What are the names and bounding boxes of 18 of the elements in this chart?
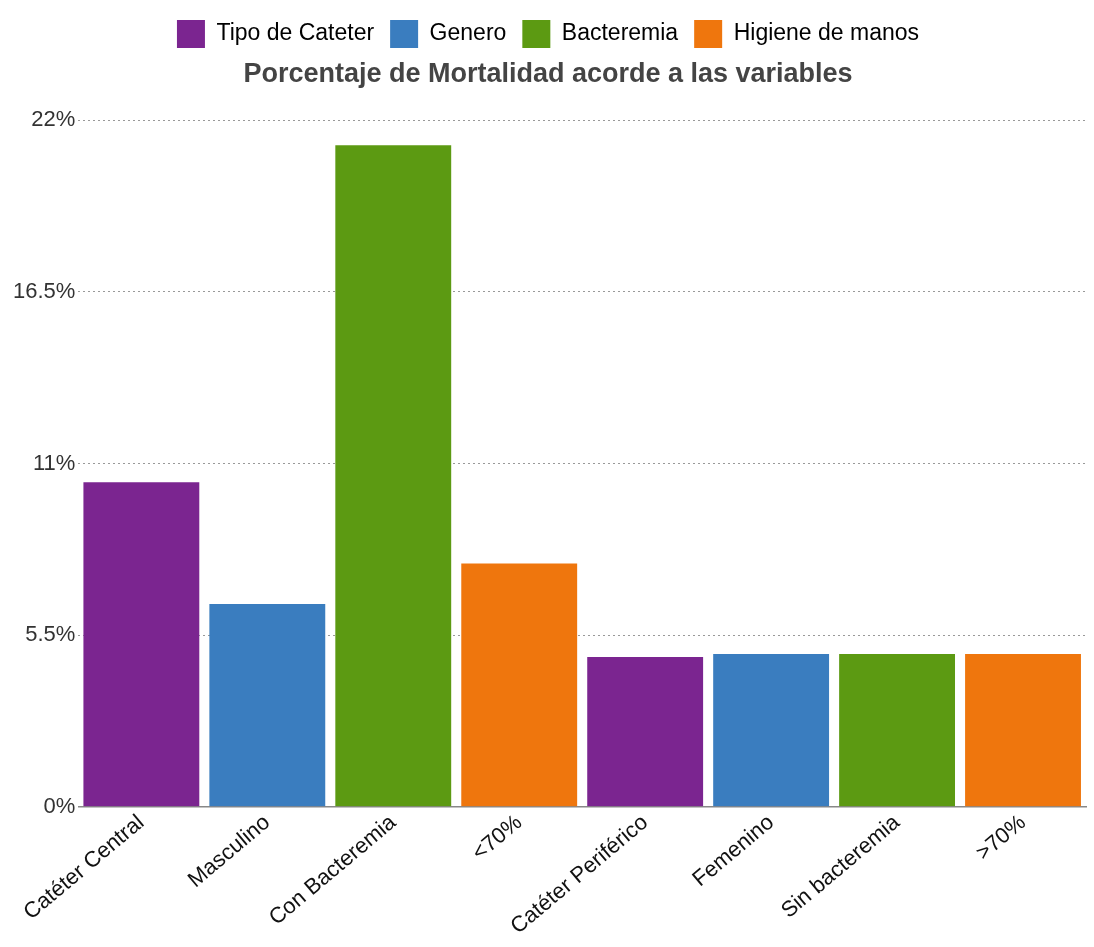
bar: [209, 603, 326, 807]
y-tick-label: 16.5%: [12, 278, 76, 304]
chart-title: Porcentaje de Mortalidad acorde a las variables: [243, 57, 853, 88]
bar: [965, 653, 1081, 807]
legend-label: Bacteremia: [561, 19, 679, 46]
legend-label: Tipo de Cateter: [216, 19, 375, 46]
y-tick-label: 22%: [31, 106, 76, 132]
bar: [83, 482, 200, 807]
y-tick-label: 0%: [43, 792, 76, 818]
bar: [461, 563, 578, 807]
bar: [713, 653, 830, 807]
y-tick-label: 11%: [32, 449, 76, 475]
bar: [587, 657, 704, 807]
legend-label: Higiene de manos: [733, 19, 920, 46]
y-tick-label: 5.5%: [25, 621, 76, 647]
bar: [839, 653, 956, 807]
bar: [335, 145, 452, 807]
legend-label: Genero: [429, 19, 507, 46]
